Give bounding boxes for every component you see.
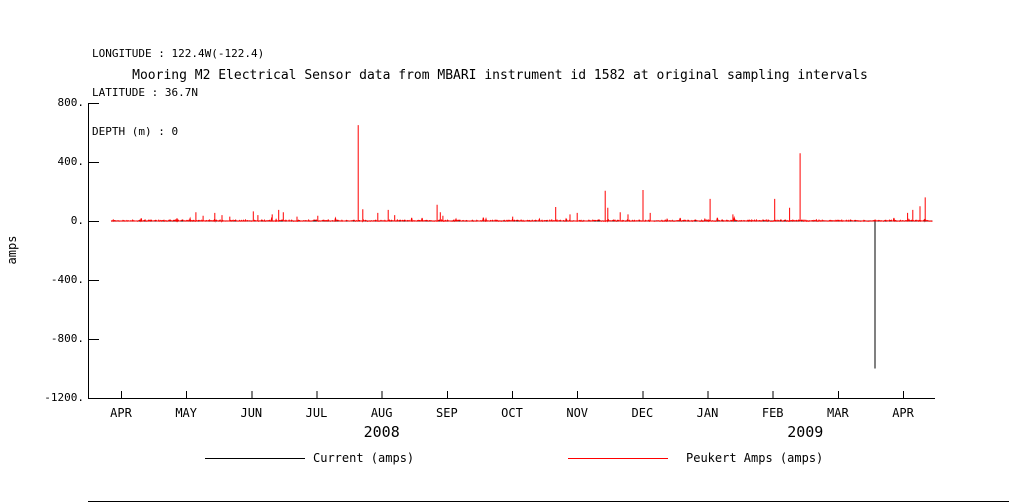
legend-swatch-peukert-line: [568, 458, 668, 459]
x-tick-label: APR: [892, 406, 914, 420]
x-tick-label: JUL: [305, 406, 328, 420]
x-tick-label: JAN: [696, 406, 719, 420]
x-tick-label: SEP: [436, 406, 458, 420]
x-tick-label: FEB: [761, 406, 784, 420]
header-block: LONGITUDE : 122.4W(-122.4) LATITUDE : 36…: [92, 21, 264, 164]
x-tick-label: NOV: [566, 406, 589, 420]
x-tick-label: OCT: [501, 406, 523, 420]
x-tick-label: DEC: [631, 406, 654, 420]
depth-text: DEPTH (m) : 0: [92, 125, 179, 138]
chart-title: Mooring M2 Electrical Sensor data from M…: [132, 68, 868, 83]
legend-swatch-current-line: [205, 458, 305, 459]
bottom-rule: [88, 501, 1009, 502]
latitude-text: LATITUDE : 36.7N: [92, 86, 198, 99]
year-label: 2008: [363, 423, 400, 441]
x-tick-label: APR: [110, 406, 132, 420]
series-line: [110, 125, 933, 223]
x-tick-label: MAR: [827, 406, 849, 420]
legend-label-current: Current (amps): [313, 451, 415, 465]
x-tick-label: JUN: [240, 406, 263, 420]
x-tick-label: AUG: [370, 406, 393, 420]
year-label: 2009: [787, 423, 824, 441]
legend-label-peukert: Peukert Amps (amps): [686, 451, 824, 465]
x-axis-tick-labels: APR MAY JUN JUL AUG SEP OCT NOV DEC JAN FEB MAR APR: [0, 406, 1009, 422]
series-line: [111, 220, 933, 369]
longitude-text: LONGITUDE : 122.4W(-122.4): [92, 47, 265, 60]
x-tick-label: MAY: [175, 406, 197, 420]
